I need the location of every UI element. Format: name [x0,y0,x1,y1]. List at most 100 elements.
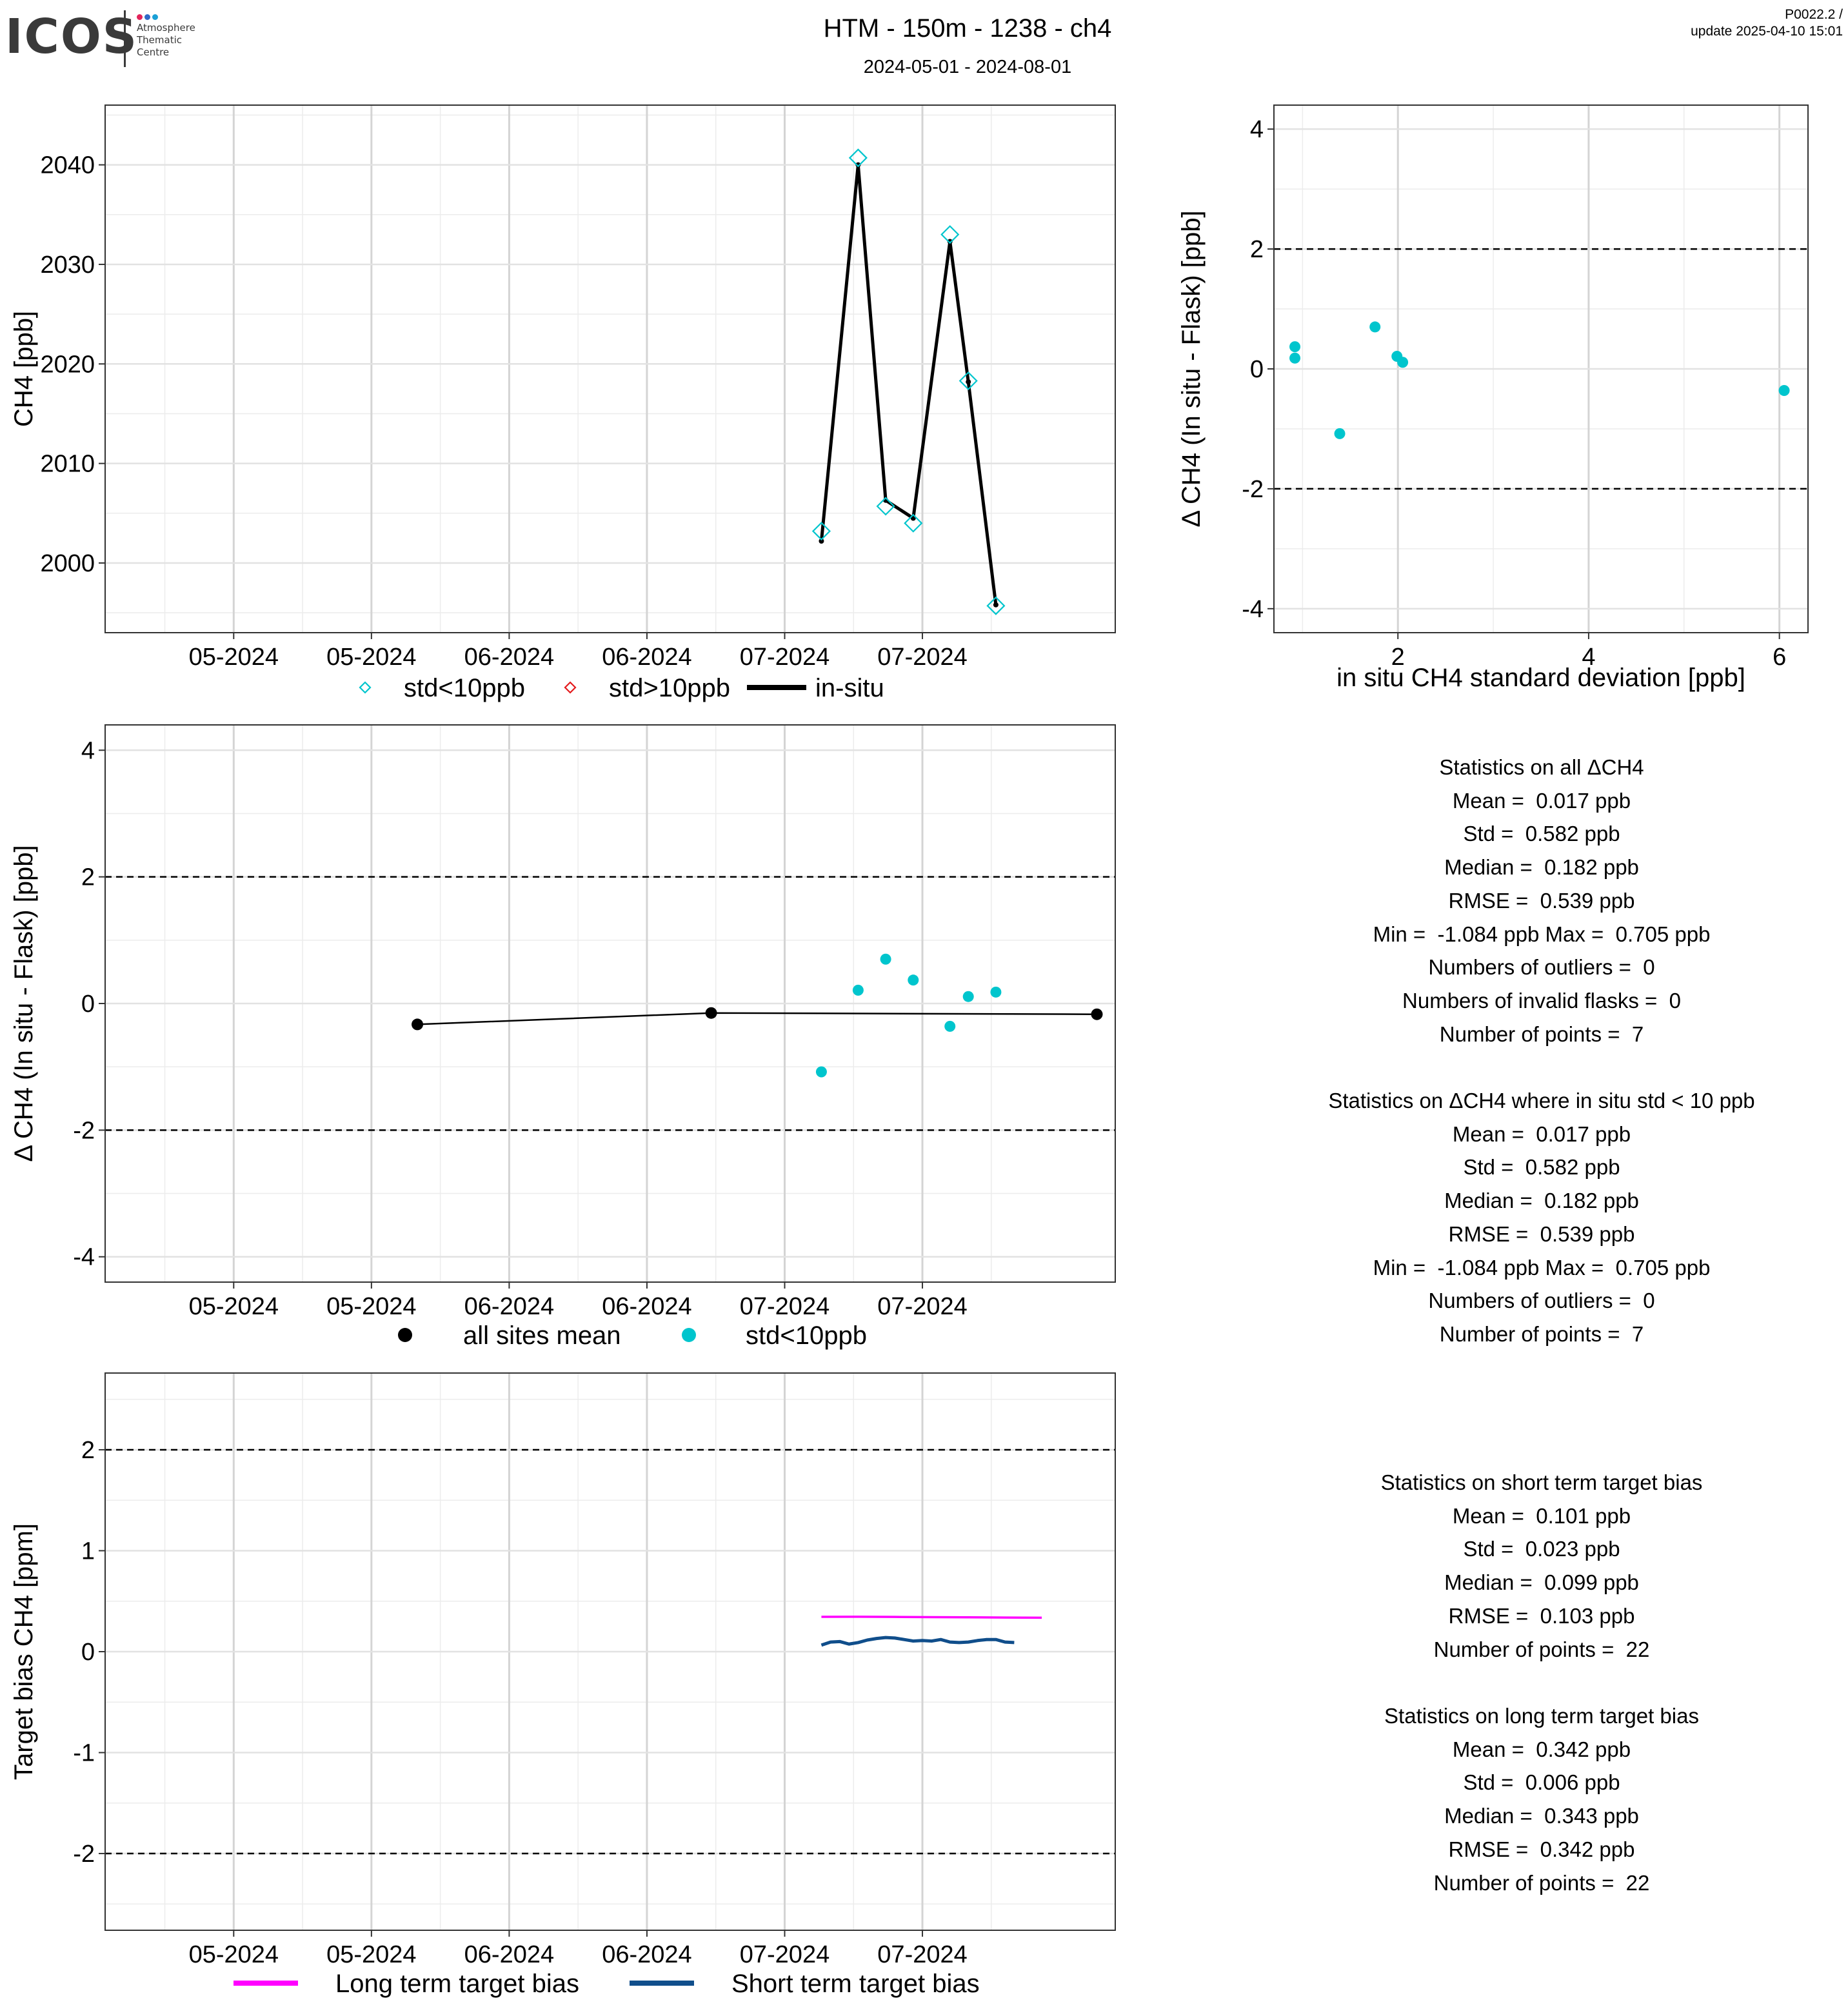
y-tick-label: 1 [81,1537,95,1565]
flask-diamond-point [986,596,1006,615]
stats-line: Std = 0.023 ppb [1463,1537,1620,1561]
x-tick-label: 07-2024 [740,644,830,671]
version-label: P0022.2 / [1785,7,1843,22]
x-tick-label: 05-2024 [189,1941,279,1968]
stats-line: Median = 0.182 ppb [1444,855,1639,880]
y-tick-label: 0 [1250,356,1264,383]
flask-diamond-point [811,522,831,541]
x-tick-label: 06-2024 [464,1293,554,1320]
legend-label: Long term target bias [335,1970,579,1998]
x-tick-label: 07-2024 [877,644,967,671]
stats-long-panel: Statistics on long term target bias Mean … [1219,1699,1848,1899]
stats-short-panel: Statistics on short term target bias Mean… [1219,1466,1848,1666]
in-situ-point [993,602,999,608]
logo-dot [144,14,150,20]
legend-key-std-high [564,681,577,694]
logo-dot [152,14,158,20]
scatter-point [1397,357,1409,368]
legend-label: in-situ [815,674,884,702]
page-subtitle: 2024-05-01 - 2024-08-01 [863,57,1072,77]
x-tick-label: 05-2024 [189,644,279,671]
in-situ-point [966,379,971,385]
x-tick-label: 6 [1773,644,1786,671]
scatter-point [1289,352,1301,364]
plot-panel [105,105,1115,633]
legend-label: std<10ppb [746,1321,867,1350]
stats-heading: Statistics on all ΔCH4 [1439,755,1644,779]
std-low-point [990,986,1002,998]
stats-all-panel: Statistics on all ΔCH4 Mean = 0.017 ppb St… [1219,751,1848,1051]
all-sites-mean-point [412,1018,424,1031]
plot-border [104,104,1116,633]
plot-border [104,724,1116,1283]
stats-line: Median = 0.343 ppb [1444,1804,1639,1828]
stats-line: Numbers of invalid flasks = 0 [1402,988,1681,1013]
x-tick-label: 07-2024 [740,1293,830,1320]
in-situ-point [855,162,861,168]
stats-line: Numbers of outliers = 0 [1428,955,1655,980]
std-low-point [852,984,864,996]
long-term-bias-line [821,1616,1042,1619]
x-tick-label: 07-2024 [877,1293,967,1320]
logo-divider [124,10,126,67]
stats-heading: Statistics on long term target bias [1384,1704,1699,1728]
x-tick-label: 05-2024 [326,1293,416,1320]
icos-logo: ICOS Atmosphere Thematic Centre [5,6,224,71]
all-sites-mean-point [1091,1008,1103,1020]
logo-subtitle: Atmosphere Thematic Centre [137,22,195,58]
x-tick-label: 06-2024 [602,1941,691,1968]
logo-dot [137,14,143,20]
stats-line: RMSE = 0.539 ppb [1448,888,1635,913]
y-tick-label: 0 [81,1639,95,1666]
y-tick-label: -4 [1242,596,1264,623]
y-tick-label: 4 [81,737,95,764]
stats-line: Std = 0.582 ppb [1463,1155,1620,1180]
legend-key-in-situ-point [774,685,779,690]
y-tick-label: -1 [73,1740,95,1767]
y-tick-label: 2030 [40,252,95,279]
y-axis-label: CH4 [ppb] [10,311,38,427]
std-low-point [815,1066,827,1078]
std-low-point [880,953,891,965]
std-low-point [908,974,919,986]
logo-dots [137,12,160,23]
in-situ-point [947,239,953,244]
y-tick-label: 2010 [40,451,95,478]
legend-key-all-sites-mean [398,1328,412,1342]
flask-diamond-point [959,371,978,391]
version-info: P0022.2 / update 2025-04-10 15:01 [1691,6,1843,40]
scatter-point [1289,341,1301,353]
scatter-point [1369,321,1381,333]
plot-border [104,1372,1116,1931]
y-tick-label: 2020 [40,351,95,378]
stats-line: RMSE = 0.539 ppb [1448,1221,1635,1246]
y-tick-label: -2 [73,1117,95,1144]
y-tick-label: 2 [81,864,95,891]
y-axis-label: Δ CH4 (In situ - Flask) [ppb] [10,845,38,1162]
x-tick-label: 06-2024 [464,1941,554,1968]
stats-line: Number of points = 7 [1439,1022,1644,1046]
x-tick-label: 4 [1582,644,1595,671]
x-tick-label: 06-2024 [464,644,554,671]
in-situ-point [819,539,824,544]
flask-diamond-point [876,497,895,516]
page-title: HTM - 150m - 1238 - ch4 [823,14,1112,43]
y-tick-label: 2 [1250,236,1264,263]
legend-key-std-low [359,681,372,694]
stats-heading: Statistics on ΔCH4 where in situ std < 1… [1328,1089,1755,1112]
stats-line: Min = -1.084 ppb Max = 0.705 ppb [1373,1255,1711,1280]
stats-std-panel: Statistics on ΔCH4 where in situ std < 1… [1219,1084,1848,1351]
stats-line: Median = 0.182 ppb [1444,1189,1639,1213]
stats-line: Std = 0.006 ppb [1463,1770,1620,1795]
x-tick-label: 06-2024 [602,644,691,671]
y-tick-label: -2 [73,1841,95,1868]
x-tick-label: 07-2024 [877,1941,967,1968]
x-tick-label: 06-2024 [602,1293,691,1320]
stats-line: Number of points = 22 [1433,1870,1650,1895]
y-tick-label: 2 [81,1437,95,1464]
stats-line: RMSE = 0.342 ppb [1448,1837,1635,1861]
stats-line: Numbers of outliers = 0 [1428,1289,1655,1313]
logo-word: ICOS [5,9,139,64]
stats-line: Number of points = 7 [1439,1321,1644,1346]
stats-line: Mean = 0.017 ppb [1452,788,1631,813]
